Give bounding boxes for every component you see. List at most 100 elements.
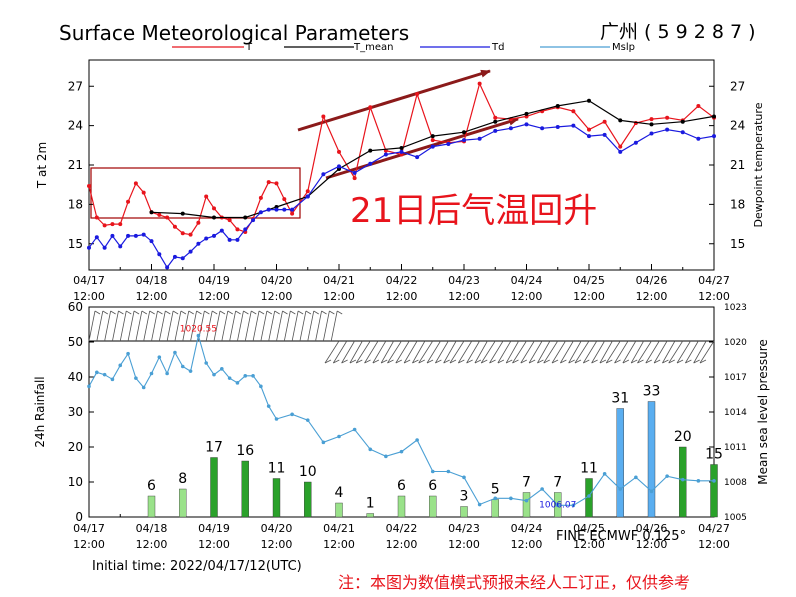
bottom-xtick-date-label: 04/25 xyxy=(573,522,605,535)
wind-barb-flag xyxy=(418,359,425,364)
series-mslp-point xyxy=(602,472,607,476)
wind-barb-flag xyxy=(403,359,411,364)
series-t-point xyxy=(126,199,131,204)
series-mslp-point xyxy=(712,479,716,483)
rainfall-bar xyxy=(647,401,656,518)
bottom-xtick-time-label: 12:00 xyxy=(386,538,418,551)
legend-mslp-label: Mslp xyxy=(612,42,635,53)
wind-barb-flag xyxy=(622,359,630,364)
series-mslp-point xyxy=(243,374,248,378)
bottom-xtick-date-label: 04/26 xyxy=(636,522,668,535)
series-t-point xyxy=(141,190,146,195)
top-ytick-right-label: 24 xyxy=(730,119,745,133)
series-tmean-point xyxy=(462,130,466,135)
wind-barb-flag xyxy=(227,310,234,315)
wind-barb-shaft xyxy=(364,340,379,364)
bottom-xtick-date-label: 04/23 xyxy=(448,522,480,535)
wind-barb-flag xyxy=(211,310,218,315)
rainfall-value-label: 31 xyxy=(611,391,629,407)
bottom-y-label-right: Mean sea level pressure xyxy=(756,339,770,485)
rainfall-value-label: 10 xyxy=(299,464,317,480)
series-t-point xyxy=(587,127,591,132)
series-mslp-point xyxy=(173,350,177,355)
wind-barb-shaft xyxy=(653,340,668,364)
series-t-point xyxy=(477,81,482,86)
series-mslp-point xyxy=(141,385,146,390)
series-t-point xyxy=(415,92,420,97)
rainfall-bar xyxy=(366,513,374,518)
legend: T T_mean Td Mslp xyxy=(172,42,635,53)
rainfall-bar xyxy=(522,492,531,518)
series-mslp-point xyxy=(618,487,623,491)
wind-barb-flag xyxy=(381,359,388,364)
wind-barb-flag xyxy=(583,359,590,364)
rainfall-bar xyxy=(272,478,281,518)
series-t-point xyxy=(172,224,177,229)
series-mslp-point xyxy=(337,434,341,439)
station-label: 广州 ( 5 9 2 8 7 ) xyxy=(600,21,756,43)
series-td-point xyxy=(446,142,451,146)
top-ytick-left-label: 24 xyxy=(68,119,83,133)
wind-barb-shaft xyxy=(174,310,182,342)
wind-barb-shaft xyxy=(685,340,699,364)
series-td-point xyxy=(141,232,146,237)
series-mslp-point xyxy=(555,503,560,508)
wind-barb-shaft xyxy=(512,340,527,364)
top-xtick-date-label: 04/20 xyxy=(261,274,293,287)
series-td-point xyxy=(219,228,224,233)
disclaimer-note: 注：本图为数值模式预报未经人工订正，仅供参考 xyxy=(338,573,690,592)
series-mslp-point xyxy=(384,454,388,459)
wind-barb-flag xyxy=(662,359,669,364)
series-td-point xyxy=(430,144,435,149)
wind-barb-shaft xyxy=(244,310,252,342)
series-td-point xyxy=(133,233,138,238)
series-mslp-point xyxy=(587,494,591,498)
rainfall-value-label: 6 xyxy=(397,478,406,494)
wind-barb-shaft xyxy=(112,310,119,342)
series-t-point xyxy=(493,115,498,120)
series-mslp-point xyxy=(680,477,685,482)
wind-barb-shaft xyxy=(489,340,504,364)
series-td-point xyxy=(149,239,154,244)
series-mslp-point xyxy=(95,370,99,375)
top-xtick-date-label: 04/27 xyxy=(698,274,730,287)
wind-barb-shaft xyxy=(645,340,660,364)
series-td-point xyxy=(524,122,529,127)
wind-barb-shaft xyxy=(229,310,237,342)
wind-barb-shaft xyxy=(537,340,551,364)
wind-barb-shaft xyxy=(372,340,387,364)
wind-barb-shaft xyxy=(505,340,520,364)
series-td-point xyxy=(87,245,91,250)
wind-barb-shaft xyxy=(322,310,330,342)
wind-barb-shaft xyxy=(443,340,457,364)
wind-barb-shaft xyxy=(182,310,190,342)
wind-barb-flag xyxy=(489,359,496,364)
wind-barb-flag xyxy=(676,359,684,364)
wind-barb-flag xyxy=(606,359,613,364)
series-td-point xyxy=(126,233,131,238)
top-xtick-date-label: 04/25 xyxy=(573,274,605,287)
series-td-point xyxy=(602,132,607,137)
series-td-point xyxy=(243,227,248,232)
wind-barb-shaft xyxy=(622,340,637,364)
rainfall-value-label: 7 xyxy=(553,475,562,491)
top-ytick-left-label: 21 xyxy=(68,158,83,172)
wind-barb-shaft xyxy=(630,340,645,364)
series-t-point xyxy=(118,222,123,227)
series-td-point xyxy=(649,131,654,136)
wind-barb-shaft xyxy=(668,340,684,364)
series-t-point xyxy=(696,103,701,108)
wind-barb-shaft xyxy=(283,310,291,342)
wind-barb-shaft xyxy=(307,310,315,342)
series-t-point xyxy=(649,117,654,122)
rainfall-value-label: 33 xyxy=(643,384,661,400)
series-td-point xyxy=(235,237,240,242)
series-td-point xyxy=(383,152,388,157)
series-t-point xyxy=(188,232,193,237)
annotation-text: 21日后气温回升 xyxy=(350,191,597,231)
series-tmean-point xyxy=(555,103,560,108)
bottom-xtick-date-label: 04/17 xyxy=(73,522,105,535)
wind-barb-flag xyxy=(449,359,457,364)
series-td-point xyxy=(665,127,670,132)
series-td-point xyxy=(157,252,162,257)
